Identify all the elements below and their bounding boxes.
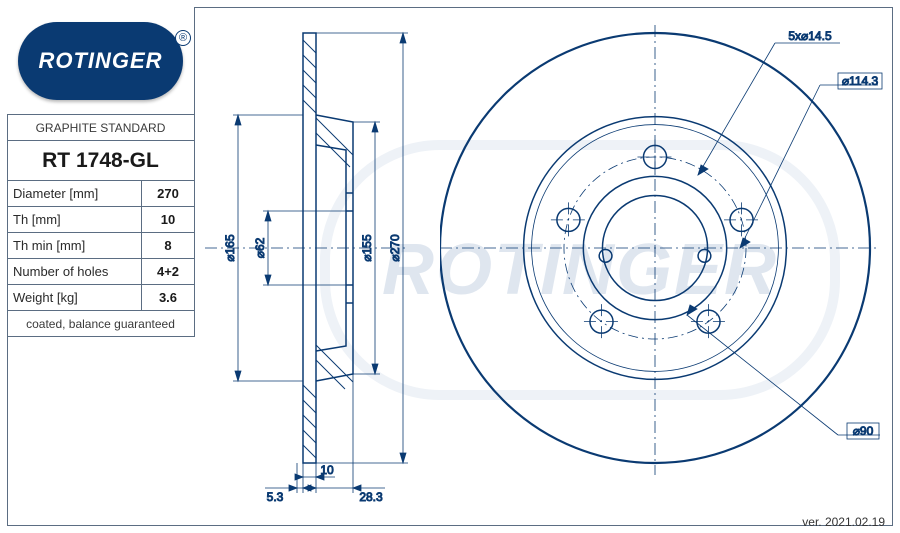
brand-logo: ROTINGER ® (18, 22, 183, 100)
dim-53: 5.3 (267, 490, 284, 504)
dim-d62: ⌀62 (253, 237, 267, 258)
spec-label: Diameter [mm] (7, 181, 142, 206)
spec-table: GRAPHITE STANDARD RT 1748-GL Diameter [m… (7, 115, 195, 337)
dim-holes: 5x⌀14.5 (788, 29, 832, 43)
version-label: ver. 2021.02.19 (802, 515, 885, 529)
spec-label: Th min [mm] (7, 233, 142, 258)
spec-value: 10 (142, 207, 194, 232)
spec-row-diameter: Diameter [mm] 270 (7, 181, 195, 207)
brand-name: ROTINGER (38, 48, 162, 74)
spec-footer: coated, balance guaranteed (7, 311, 195, 337)
dim-d165: ⌀165 (223, 234, 237, 262)
dim-d155: ⌀155 (360, 234, 374, 262)
spec-value: 8 (142, 233, 194, 258)
dim-hub: ⌀90 (853, 424, 874, 438)
dim-10: 10 (320, 463, 334, 477)
spec-value: 4+2 (142, 259, 194, 284)
front-view: 5x⌀14.5 ⌀114.3 ⌀90 (440, 15, 890, 515)
spec-label: Weight [kg] (7, 285, 142, 310)
part-number: RT 1748-GL (7, 141, 195, 181)
registered-icon: ® (175, 30, 191, 46)
section-view: ⌀165 ⌀62 ⌀155 ⌀270 5.3 10 28.3 (205, 15, 435, 505)
dim-283: 28.3 (359, 490, 383, 504)
spec-value: 270 (142, 181, 194, 206)
spec-value: 3.6 (142, 285, 194, 310)
product-line: GRAPHITE STANDARD (7, 115, 195, 141)
spec-row-th: Th [mm] 10 (7, 207, 195, 233)
spec-row-thmin: Th min [mm] 8 (7, 233, 195, 259)
spec-row-holes: Number of holes 4+2 (7, 259, 195, 285)
logo-box: ROTINGER ® (7, 7, 195, 115)
spec-label: Th [mm] (7, 207, 142, 232)
spec-label: Number of holes (7, 259, 142, 284)
dim-pcd: ⌀114.3 (842, 74, 879, 88)
spec-row-weight: Weight [kg] 3.6 (7, 285, 195, 311)
dim-d270: ⌀270 (388, 234, 402, 262)
